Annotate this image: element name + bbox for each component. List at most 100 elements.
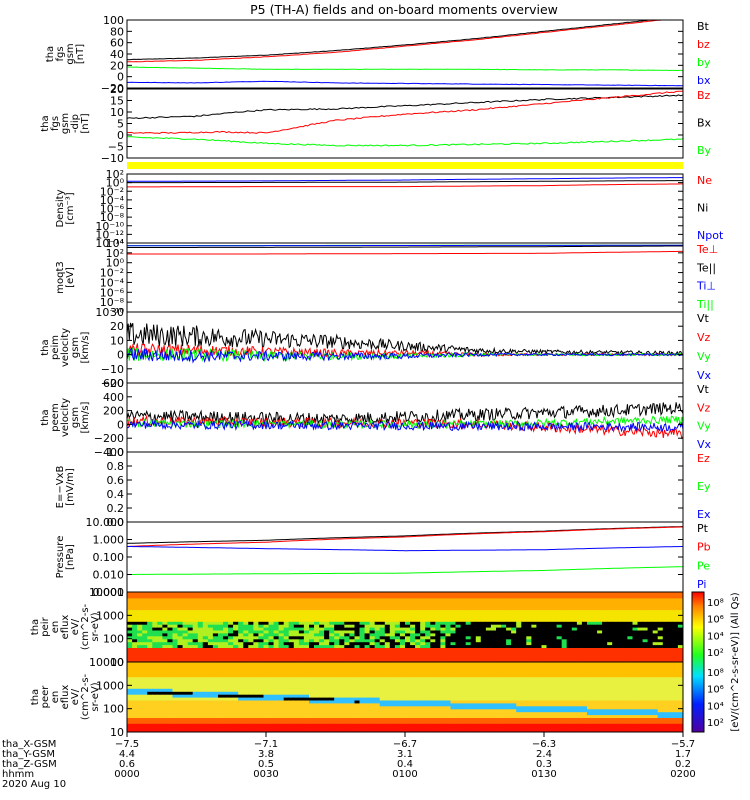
y-axis-label: [cm⁻³] xyxy=(65,192,76,224)
y-axis-label: -dip xyxy=(70,114,81,133)
colorbar-tick: 10⁸ xyxy=(707,598,724,609)
series-Bz xyxy=(127,90,683,135)
y-tick-label: 1.0 xyxy=(107,446,125,459)
x-tick-label: −5.7 xyxy=(671,739,695,750)
panel-3-data xyxy=(127,244,683,255)
x-tick-label: −6.7 xyxy=(393,739,417,750)
colorbar-tick: 10² xyxy=(707,648,724,659)
series-Ni xyxy=(127,180,683,184)
legend-Vt: Vt xyxy=(697,383,710,396)
x-tick-label: 2.4 xyxy=(536,749,552,760)
y-axis-label: eflux xyxy=(60,615,71,640)
y-tick-label: 10⁻⁶ xyxy=(100,286,125,299)
y-tick-label: 10² xyxy=(106,168,124,181)
x-tick-label: 0030 xyxy=(253,769,278,780)
y-axis-label: en xyxy=(50,621,61,634)
y-axis-label: tha xyxy=(40,339,51,355)
y-tick-label: 0.8 xyxy=(107,460,125,473)
panel-0-data xyxy=(127,20,683,87)
y-axis-label: tha xyxy=(45,46,56,62)
series-By xyxy=(127,136,683,147)
status-bar xyxy=(127,162,683,169)
x-tick-label: 0200 xyxy=(670,769,695,780)
y-tick-label: 10 xyxy=(110,106,124,119)
y-tick-label: 100 xyxy=(103,703,124,716)
legend-Te⊥: Te⊥ xyxy=(696,243,718,256)
x-row-label: tha_X-GSM xyxy=(2,739,56,750)
y-axis-label: tha xyxy=(40,115,51,131)
series-bz xyxy=(127,20,667,63)
y-tick-label: 10⁻² xyxy=(100,185,124,198)
legend-by: by xyxy=(697,56,711,69)
legend-Vx: Vx xyxy=(697,369,712,382)
legend-Pe: Pe xyxy=(697,559,710,572)
legend-Pb: Pb xyxy=(697,541,711,554)
series-Vy xyxy=(127,415,683,430)
series-Pb xyxy=(127,526,683,547)
y-tick-label: 10 xyxy=(110,726,124,739)
x-tick-label: 0.6 xyxy=(119,759,135,770)
y-tick-label: 40 xyxy=(110,48,124,61)
series-Vt xyxy=(127,402,683,425)
x-tick-label: 3.8 xyxy=(258,749,274,760)
y-tick-label: 0.100 xyxy=(93,551,125,564)
y-axis-label: [mV/m] xyxy=(65,468,76,506)
y-tick-label: 10⁻¹² xyxy=(95,228,124,241)
y-tick-label: 600 xyxy=(103,377,124,390)
y-tick-label: 10⁻¹⁰ xyxy=(95,220,124,233)
panel-6-frame xyxy=(126,451,684,523)
y-tick-label: 60 xyxy=(110,37,124,50)
y-axis-label: velocity xyxy=(60,398,71,437)
panel-5-data xyxy=(127,402,683,440)
legend-Vz: Vz xyxy=(697,331,711,344)
y-axis-label: moqt3 xyxy=(55,261,66,294)
series-Vz xyxy=(127,414,683,440)
y-axis-label: tha xyxy=(30,689,41,705)
y-tick-label: 10000 xyxy=(89,586,124,599)
series-Vy xyxy=(127,347,683,363)
panel-4-data xyxy=(127,322,683,364)
y-axis-label: peer xyxy=(40,685,51,709)
legend-Pi: Pi xyxy=(697,578,706,591)
y-tick-label: 15 xyxy=(110,95,124,108)
panel-8-data xyxy=(127,592,683,662)
y-axis-label: [km/s] xyxy=(80,401,91,433)
y-axis-label: [km/s] xyxy=(80,331,91,363)
y-tick-label: 10 xyxy=(110,656,124,669)
y-tick-label: 20 xyxy=(110,83,124,96)
y-axis-label: velocity xyxy=(60,328,71,367)
y-tick-label: 80 xyxy=(110,25,124,38)
x-tick-label: 0.5 xyxy=(258,759,274,770)
panel-7-frame xyxy=(126,521,684,593)
y-tick-label: 10⁻⁴ xyxy=(100,194,125,207)
legend-Vx: Vx xyxy=(697,438,712,451)
y-tick-label: 0.4 xyxy=(107,488,125,501)
y-tick-label: −200 xyxy=(94,432,124,445)
series-Bx xyxy=(127,94,683,120)
y-tick-label: 5 xyxy=(117,118,124,131)
y-tick-label: 0.6 xyxy=(107,474,125,487)
panel-frames xyxy=(126,19,684,737)
y-tick-label: 10² xyxy=(106,247,124,260)
y-tick-label: 0.010 xyxy=(93,569,125,582)
y-axis-label: en xyxy=(50,691,61,704)
panel-7-data xyxy=(127,526,683,575)
x-row-label: tha_Z-GSM xyxy=(2,759,57,770)
y-axis-label: tha xyxy=(40,409,51,425)
legend-bz: bz xyxy=(697,38,710,51)
y-axis-label: [nT] xyxy=(80,113,91,133)
data-traces xyxy=(127,20,683,732)
legend-Ti||: Ti|| xyxy=(696,298,714,311)
y-axis-label: [nPa] xyxy=(65,544,76,570)
panel-0-frame xyxy=(126,19,684,89)
panel-2-data xyxy=(127,177,683,188)
legend-Bx: Bx xyxy=(697,117,712,130)
y-axis-label: [eV] xyxy=(65,267,76,288)
y-tick-label: −10 xyxy=(101,152,124,165)
y-tick-label: 0 xyxy=(117,71,124,84)
colorbar-tick: 10⁶ xyxy=(707,685,724,696)
panel-5-frame xyxy=(126,382,684,453)
series-Te|| xyxy=(127,245,683,248)
